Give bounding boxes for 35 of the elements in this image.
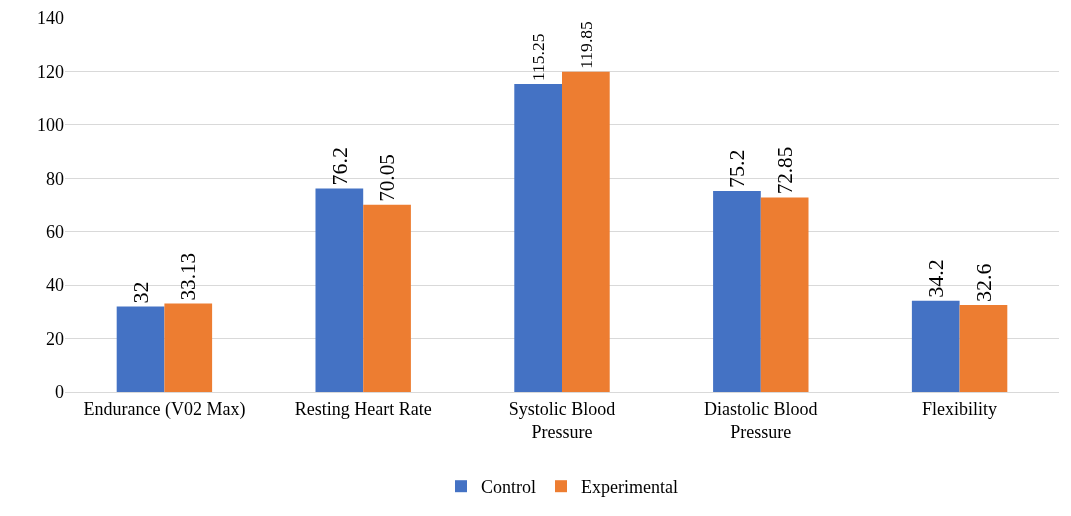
data-label: 32 (128, 281, 154, 304)
y-tick-label: 0 (55, 382, 64, 403)
x-tick-label: Systolic Blood Pressure (508, 398, 616, 442)
y-tick-label: 120 (37, 61, 64, 82)
data-label: 115.25 (528, 33, 549, 82)
x-tick-label: Resting Heart Rate (294, 398, 432, 419)
bar (713, 191, 761, 392)
y-tick-label: 100 (37, 115, 64, 136)
legend-label: Experimental (581, 477, 678, 498)
bar (562, 71, 610, 392)
data-label: 76.2 (326, 146, 352, 186)
y-tick-label: 80 (46, 168, 64, 189)
x-tick-label: Flexibility (922, 398, 998, 419)
x-tick-label: Diastolic Blood Pressure (704, 398, 818, 442)
data-label: 33.13 (176, 252, 201, 301)
data-label: 70.05 (375, 154, 400, 202)
y-tick-label: 60 (46, 222, 64, 243)
y-tick-label: 40 (46, 275, 64, 296)
bar (959, 304, 1008, 392)
y-tick-label: 140 (37, 8, 64, 29)
data-label: 119.85 (575, 20, 596, 69)
bar (164, 303, 213, 392)
bar (315, 188, 364, 392)
bar (760, 197, 809, 392)
bar (911, 300, 960, 392)
bar (363, 204, 411, 392)
data-label: 32.6 (970, 263, 996, 302)
bar (514, 84, 562, 392)
y-tick-label: 20 (46, 328, 64, 349)
x-tick-label: Endurance (V02 Max) (83, 398, 246, 420)
data-label: 34.2 (923, 259, 949, 298)
legend-label: Control (481, 477, 537, 498)
data-label: 72.85 (772, 146, 797, 195)
bar (116, 306, 165, 392)
data-label: 75.2 (724, 149, 750, 189)
